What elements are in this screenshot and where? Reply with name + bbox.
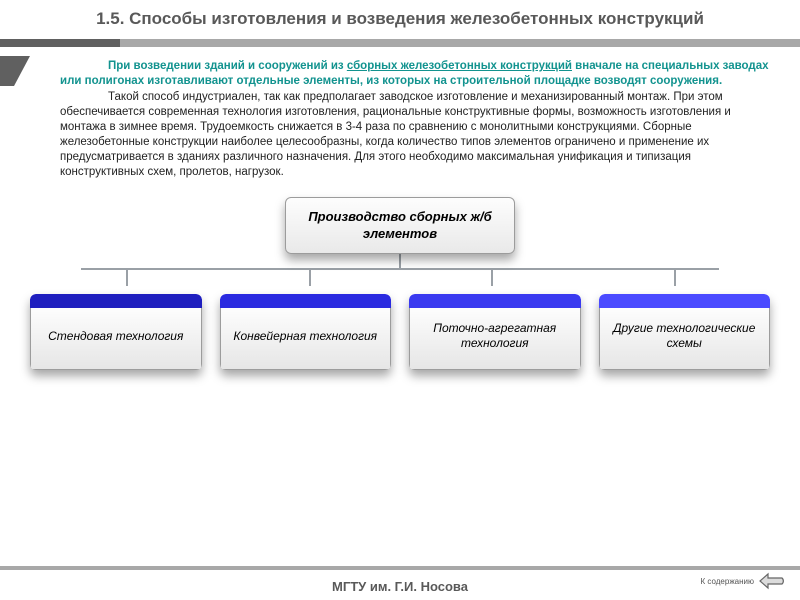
tree-child-3: Другие технологические схемы — [599, 294, 771, 370]
tree-child-2: Поточно-агрегатная технология — [409, 294, 581, 370]
toc-label: К содержанию — [701, 577, 755, 586]
page-title: 1.5. Способы изготовления и возведения ж… — [0, 0, 800, 33]
child-label-0: Стендовая технология — [30, 308, 202, 370]
p1-lead: При возведении зданий и сооружений из — [108, 60, 347, 72]
tree-drop-1 — [309, 268, 311, 286]
top-divider — [0, 39, 800, 47]
child-label-3: Другие технологические схемы — [599, 308, 771, 370]
footer-divider — [0, 566, 800, 570]
child-tab-2 — [409, 294, 581, 308]
child-tab-0 — [30, 294, 202, 308]
child-label-2: Поточно-агрегатная технология — [409, 308, 581, 370]
tree-child-0: Стендовая технология — [30, 294, 202, 370]
child-tab-1 — [220, 294, 392, 308]
child-label-1: Конвейерная технология — [220, 308, 392, 370]
tree-drop-0 — [126, 268, 128, 286]
tree-root-node: Производство сборных ж/б элементов — [285, 197, 515, 254]
tree-bus — [81, 268, 719, 270]
body-text: При возведении зданий и сооружений из сб… — [0, 47, 800, 182]
child-tab-3 — [599, 294, 771, 308]
tree-child-1: Конвейерная технология — [220, 294, 392, 370]
tree-children: Стендовая технология Конвейерная техноло… — [20, 294, 780, 370]
paragraph-2: Такой способ индустриален, так как предп… — [60, 90, 772, 181]
tree-drop-2 — [491, 268, 493, 286]
tree-diagram: Производство сборных ж/б элементов Стенд… — [0, 183, 800, 370]
tree-stem — [399, 254, 401, 268]
tree-drop-3 — [674, 268, 676, 286]
p1-link: сборных железобетонных конструкций — [347, 60, 572, 72]
toc-button[interactable]: К содержанию — [701, 572, 785, 590]
paragraph-1: При возведении зданий и сооружений из сб… — [60, 59, 772, 89]
tree-connectors — [20, 254, 780, 294]
back-arrow-icon — [758, 572, 784, 590]
footer-text: МГТУ им. Г.И. Носова — [0, 579, 800, 594]
